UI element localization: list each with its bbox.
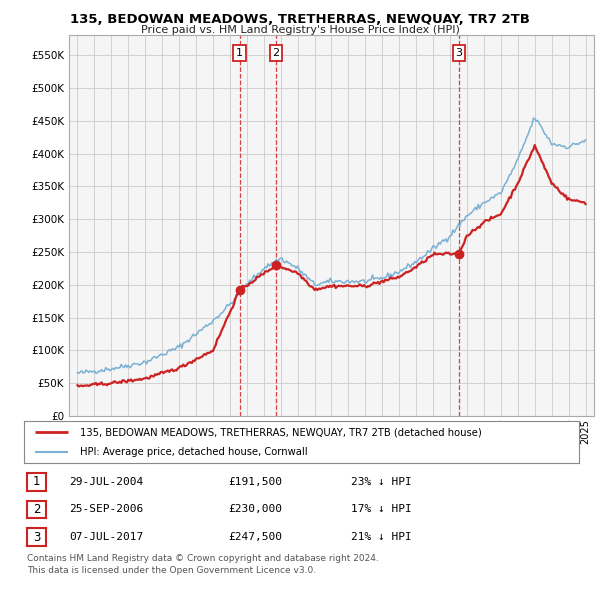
Text: Contains HM Land Registry data © Crown copyright and database right 2024.: Contains HM Land Registry data © Crown c…: [27, 554, 379, 563]
Text: £230,000: £230,000: [228, 504, 282, 514]
Text: 2: 2: [33, 503, 40, 516]
Text: 25-SEP-2006: 25-SEP-2006: [69, 504, 143, 514]
Text: 135, BEDOWAN MEADOWS, TRETHERRAS, NEWQUAY, TR7 2TB (detached house): 135, BEDOWAN MEADOWS, TRETHERRAS, NEWQUA…: [79, 427, 481, 437]
Text: 1: 1: [236, 48, 243, 58]
Text: 3: 3: [455, 48, 463, 58]
Text: 17% ↓ HPI: 17% ↓ HPI: [351, 504, 412, 514]
Text: 21% ↓ HPI: 21% ↓ HPI: [351, 532, 412, 542]
Text: 29-JUL-2004: 29-JUL-2004: [69, 477, 143, 487]
Text: 07-JUL-2017: 07-JUL-2017: [69, 532, 143, 542]
Text: 1: 1: [33, 475, 40, 489]
Text: HPI: Average price, detached house, Cornwall: HPI: Average price, detached house, Corn…: [79, 447, 307, 457]
Text: This data is licensed under the Open Government Licence v3.0.: This data is licensed under the Open Gov…: [27, 566, 316, 575]
Text: 23% ↓ HPI: 23% ↓ HPI: [351, 477, 412, 487]
Text: Price paid vs. HM Land Registry's House Price Index (HPI): Price paid vs. HM Land Registry's House …: [140, 25, 460, 35]
Text: 135, BEDOWAN MEADOWS, TRETHERRAS, NEWQUAY, TR7 2TB: 135, BEDOWAN MEADOWS, TRETHERRAS, NEWQUA…: [70, 13, 530, 26]
Text: 3: 3: [33, 530, 40, 544]
Text: 2: 2: [272, 48, 280, 58]
Text: £191,500: £191,500: [228, 477, 282, 487]
Text: £247,500: £247,500: [228, 532, 282, 542]
